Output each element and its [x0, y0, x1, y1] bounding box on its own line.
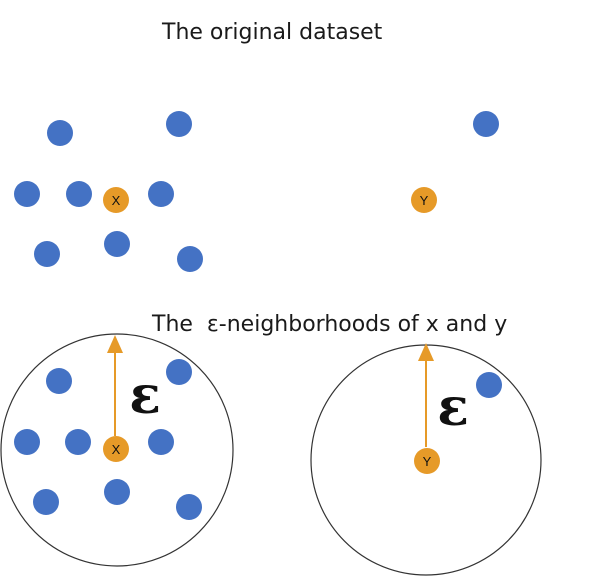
point-x: X — [103, 187, 129, 213]
top-title: The original dataset — [161, 20, 383, 45]
blue-point — [148, 181, 174, 207]
blue-point — [176, 494, 202, 520]
blue-point — [14, 429, 40, 455]
blue-point — [34, 241, 60, 267]
point-x-label: X — [112, 193, 121, 208]
epsilon-circle-x — [0, 333, 234, 567]
blue-point — [65, 429, 91, 455]
point-x-neighborhood: X — [103, 436, 129, 462]
blue-point — [66, 181, 92, 207]
blue-point — [46, 368, 72, 394]
blue-point — [177, 246, 203, 272]
blue-point — [47, 120, 73, 146]
blue-point — [33, 489, 59, 515]
point-y: Y — [411, 187, 437, 213]
point-y-neighborhood-label: Y — [423, 454, 432, 469]
blue-point — [473, 111, 499, 137]
epsilon-label-y: ε — [437, 377, 469, 438]
bottom-title: The ε-neighborhoods of x and y — [151, 312, 507, 337]
neighborhood-y-group: Y ε — [310, 343, 542, 576]
epsilon-label-x: ε — [129, 365, 161, 426]
neighborhood-x-group: X ε — [0, 333, 234, 567]
blue-point — [166, 111, 192, 137]
point-x-neighborhood-label: X — [112, 442, 121, 457]
blue-point — [14, 181, 40, 207]
blue-point — [166, 359, 192, 385]
point-y-neighborhood: Y — [414, 448, 440, 474]
original-dataset-group: X Y — [14, 111, 499, 272]
blue-point — [104, 231, 130, 257]
blue-point — [104, 479, 130, 505]
blue-point — [148, 429, 174, 455]
blue-point — [476, 372, 502, 398]
point-y-label: Y — [420, 193, 429, 208]
